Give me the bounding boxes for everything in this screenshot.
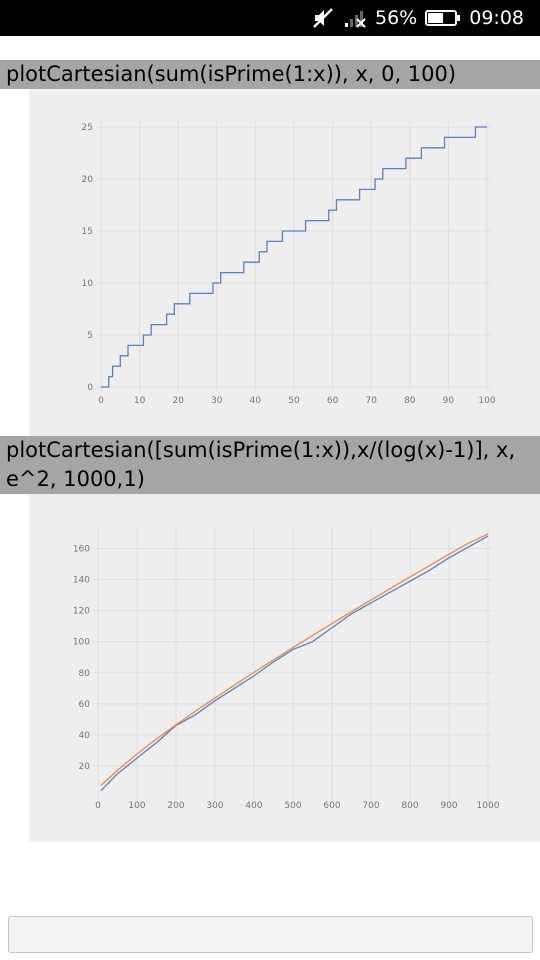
chart-1: 0 10 20 30 40 50 60 70 80 90 100 0 5 10 15 20 25 (82, 121, 496, 406)
status-bar: 56% 09:08 (0, 0, 540, 36)
x-tick-label: 80 (404, 396, 416, 406)
y-tick-label: 15 (82, 227, 93, 237)
command-line-1[interactable]: plotCartesian(sum(isPrime(1:x)), x, 0, 1… (0, 60, 540, 89)
command-input[interactable] (8, 916, 533, 953)
y-tick-label: 40 (79, 731, 91, 741)
series-line-1 (100, 535, 489, 792)
x-tick-label: 40 (250, 396, 262, 406)
mute-icon (313, 8, 333, 28)
x-tick-label: 300 (206, 801, 223, 811)
battery-percent: 56% (375, 7, 418, 29)
x-tick-label: 100 (128, 801, 145, 811)
x-tick-label: 1000 (477, 801, 500, 811)
x-tick-label: 60 (327, 396, 339, 406)
y-tick-label: 20 (82, 175, 94, 185)
chart-2: 0 100 200 300 400 500 600 700 800 900 1000 20 40 60 80… (73, 527, 500, 811)
y-tick-label: 140 (73, 576, 90, 586)
series-line-2 (100, 533, 489, 786)
x-tick-label: 0 (95, 801, 101, 811)
x-tick-label: 90 (443, 396, 455, 406)
y-tick-label: 80 (79, 669, 91, 679)
y-tick-label: 25 (82, 123, 93, 133)
plot-panel-1: 0 10 20 30 40 50 60 70 80 90 100 0 5 10 15 20 25 (29, 89, 540, 436)
x-tick-label: 70 (365, 396, 377, 406)
command-line-2[interactable]: plotCartesian([sum(isPrime(1:x)),x/(log(… (0, 436, 540, 494)
x-tick-label: 10 (134, 396, 146, 406)
x-tick-label: 0 (98, 396, 104, 406)
x-tick-label: 900 (440, 801, 457, 811)
x-tick-label: 400 (245, 801, 262, 811)
y-tick-label: 0 (87, 383, 93, 393)
plot-panel-2: 0 100 200 300 400 500 600 700 800 900 1000 20 40 60 80… (29, 494, 540, 842)
y-tick-label: 120 (73, 607, 90, 617)
series-line-1 (101, 126, 487, 388)
x-tick-label: 20 (172, 396, 184, 406)
y-tick-label: 160 (73, 545, 90, 555)
x-tick-label: 800 (401, 801, 418, 811)
x-tick-label: 30 (211, 396, 223, 406)
y-tick-label: 5 (87, 331, 93, 341)
clock: 09:08 (469, 7, 524, 29)
y-tick-label: 20 (79, 762, 91, 772)
x-tick-label: 50 (288, 396, 300, 406)
y-tick-label: 10 (82, 279, 94, 289)
y-tick-label: 100 (73, 638, 90, 648)
signal-icon (345, 11, 366, 28)
x-tick-label: 500 (284, 801, 301, 811)
battery-icon (425, 10, 461, 26)
x-tick-label: 600 (323, 801, 340, 811)
x-tick-label: 700 (362, 801, 379, 811)
x-tick-label: 100 (478, 396, 495, 406)
x-tick-label: 200 (167, 801, 184, 811)
y-tick-label: 60 (79, 700, 91, 710)
